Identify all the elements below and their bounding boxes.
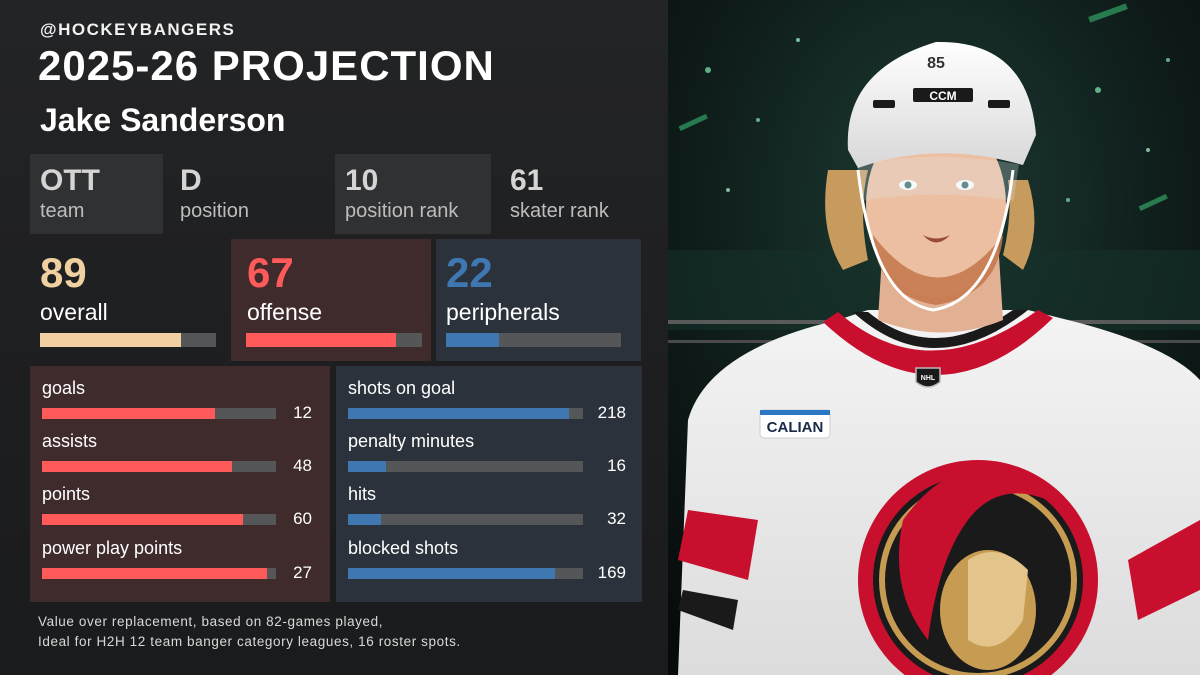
position-rank-box: 10 position rank (335, 154, 491, 234)
team-label: team (40, 200, 85, 222)
stat-name: hits (348, 484, 377, 504)
stat-name: shots on goal (348, 378, 456, 398)
stat-track (42, 568, 276, 579)
team-logo-icon (858, 460, 1098, 675)
player-name: Jake Sanderson (40, 102, 286, 138)
stat-track (42, 408, 276, 419)
overall-panel: 89 overall (30, 239, 226, 361)
stat-power-play-points: power play points 27 (42, 538, 312, 582)
stat-fill (42, 514, 244, 525)
skater-rank-box: 61 skater rank (500, 154, 640, 234)
peripherals-label: peripherals (446, 299, 560, 325)
stat-value: 27 (293, 563, 312, 582)
stat-points: points 60 (42, 484, 312, 528)
offense-bar (246, 333, 422, 347)
helmet-number: 85 (927, 55, 945, 72)
sponsor-patch: CALIAN (759, 409, 831, 439)
stat-name: blocked shots (348, 538, 459, 558)
stat-track (348, 461, 583, 472)
position-box: D position (170, 154, 330, 234)
team-box: OTT team (30, 154, 163, 234)
stat-value: 12 (293, 403, 312, 422)
stat-value: 218 (597, 403, 626, 422)
nhl-shield-icon: NHL (915, 367, 941, 388)
stat-fill (348, 568, 555, 579)
jersey-collar (823, 310, 1053, 376)
stat-track (42, 514, 276, 525)
stat-name: penalty minutes (348, 431, 475, 451)
stat-fill (42, 408, 216, 419)
stat-track (42, 461, 276, 472)
offense-label: offense (247, 299, 323, 325)
helmet (847, 41, 1036, 168)
stat-value: 60 (293, 509, 312, 528)
overall-bar (40, 333, 216, 347)
team-value: OTT (40, 164, 100, 197)
offense-panel: 67 offense (231, 239, 431, 361)
skater-rank-label: skater rank (510, 200, 609, 222)
arena-lights (678, 3, 1170, 212)
page-title: 2025-26 PROJECTION (38, 42, 495, 89)
stat-penalty-minutes: penalty minutes 16 (348, 431, 626, 475)
stat-track (348, 408, 583, 419)
peripherals-bar (446, 333, 621, 347)
stat-track (348, 514, 583, 525)
peripherals-panel: 22 peripherals (436, 239, 641, 361)
footnote-line-2: Ideal for H2H 12 team banger category le… (38, 634, 461, 649)
overall-label: overall (40, 299, 108, 325)
overall-bar-fill (40, 333, 181, 347)
player-face (866, 113, 1006, 297)
stat-value: 32 (607, 509, 626, 528)
stat-name: assists (42, 431, 98, 451)
helmet-brand: CCM (929, 89, 956, 103)
svg-text:CALIAN: CALIAN (767, 419, 824, 436)
account-handle: @HOCKEYBANGERS (40, 20, 236, 39)
overall-score: 89 (40, 249, 87, 296)
footnote: Value over replacement, based on 82-game… (38, 612, 461, 652)
peripherals-bar-fill (446, 333, 499, 347)
footnote-line-1: Value over replacement, based on 82-game… (38, 614, 384, 629)
stat-fill (348, 461, 386, 472)
stat-assists: assists 48 (42, 431, 312, 475)
position-rank-value: 10 (345, 164, 379, 197)
peripherals-score: 22 (446, 249, 493, 296)
stat-fill (348, 514, 381, 525)
stat-value: 48 (293, 456, 312, 475)
position-label: position (180, 200, 249, 222)
svg-text:NHL: NHL (921, 375, 936, 382)
stat-fill (42, 461, 232, 472)
stat-hits: hits 32 (348, 484, 626, 528)
stat-blocked-shots: blocked shots 169 (348, 538, 626, 582)
stat-fill (42, 568, 267, 579)
stat-name: power play points (42, 538, 183, 558)
stat-value: 169 (597, 563, 626, 582)
player-illustration: NHL CALIAN (668, 0, 1200, 675)
stat-value: 16 (607, 456, 626, 475)
stat-name: points (42, 484, 91, 504)
player-photo: NHL CALIAN (668, 0, 1200, 675)
position-rank-label: position rank (345, 200, 459, 222)
stat-track (348, 568, 583, 579)
stat-fill (348, 408, 569, 419)
skater-rank-value: 61 (510, 164, 544, 197)
projection-card: @HOCKEYBANGERS 2025-26 PROJECTION Jake S… (0, 0, 668, 675)
stat-shots-on-goal: shots on goal 218 (348, 378, 626, 422)
stat-goals: goals 12 (42, 378, 312, 422)
offense-stats-panel: goals 12 assists 48 points 60 power play… (30, 366, 330, 602)
stat-name: goals (42, 378, 86, 398)
position-value: D (180, 164, 202, 197)
offense-bar-fill (246, 333, 396, 347)
offense-score: 67 (247, 249, 294, 296)
peripheral-stats-panel: shots on goal 218 penalty minutes 16 hit… (336, 366, 642, 602)
